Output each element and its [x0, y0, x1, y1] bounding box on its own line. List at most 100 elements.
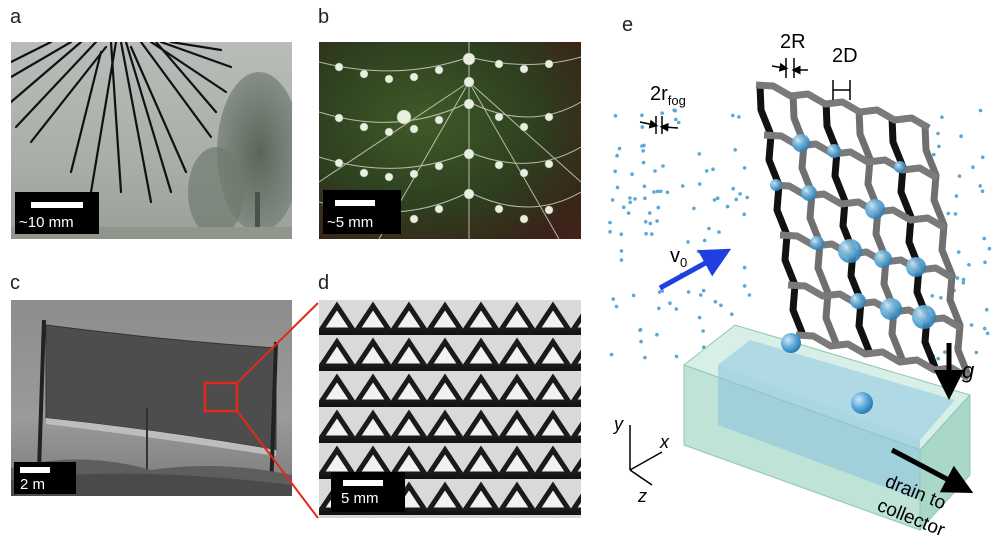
coordinate-axes: [629, 425, 663, 486]
fog-droplet: [742, 284, 747, 288]
fog-droplet: [644, 231, 648, 236]
fog-droplet: [655, 219, 659, 223]
fog-droplet: [660, 111, 664, 115]
fog-droplet: [655, 332, 659, 337]
fog-droplet: [655, 189, 660, 194]
fog-droplet: [987, 246, 992, 251]
fog-droplet: [686, 290, 691, 294]
mesh-wire-horizontal: [779, 231, 955, 282]
fog-droplet: [717, 230, 721, 234]
label-2rfog-sub: fog: [668, 93, 686, 108]
fog-droplet: [617, 146, 622, 151]
captured-droplet: [850, 293, 866, 309]
velocity-arrow: [658, 248, 732, 291]
panel-b-letter: b: [318, 6, 330, 28]
fog-droplet: [980, 155, 985, 160]
axis-y-label: y: [612, 414, 624, 434]
fog-droplet: [699, 293, 703, 297]
fog-droplet: [940, 115, 944, 119]
panel-e-letter: e: [622, 14, 634, 36]
fog-droplet: [680, 184, 685, 188]
falling-droplet: [851, 392, 873, 414]
fog-droplet: [657, 306, 661, 311]
fog-droplet: [661, 164, 665, 168]
label-g: g: [962, 358, 975, 383]
fog-droplet: [642, 184, 647, 189]
fog-droplet: [707, 226, 711, 231]
scale-bar-a: ~10 mm: [15, 192, 99, 234]
mesh-schematic: [755, 81, 972, 382]
fog-droplet: [631, 293, 636, 298]
fog-droplet: [978, 184, 982, 188]
label-2rfog: 2rfog: [650, 83, 686, 108]
fog-droplet: [660, 289, 665, 293]
fog-droplet: [639, 339, 643, 344]
fog-droplet: [643, 196, 647, 200]
fog-droplet: [608, 220, 612, 225]
fog-droplet: [959, 134, 963, 138]
captured-droplet: [801, 185, 817, 201]
fog-droplet: [939, 296, 943, 300]
captured-droplet: [880, 298, 902, 320]
fog-droplet: [971, 165, 975, 169]
fog-droplet: [978, 108, 983, 113]
fog-droplet: [701, 288, 706, 293]
fog-droplet: [953, 212, 958, 216]
fog-net-illustration: [11, 319, 292, 496]
scale-bar-d-label: 5 mm: [341, 490, 379, 507]
mesh-wire-vertical: [921, 124, 972, 377]
drain-arrow: [890, 447, 974, 494]
fog-droplet: [630, 172, 634, 176]
captured-droplet: [792, 134, 810, 152]
pine-needles-illustration: [11, 42, 292, 239]
dimension-2rfog: [639, 116, 679, 134]
mesh-wire-horizontal: [755, 81, 931, 132]
scale-bar-c-line: [20, 467, 50, 473]
fog-droplet: [696, 249, 701, 254]
fog-droplet: [613, 169, 617, 174]
fog-droplet: [737, 115, 741, 119]
fog-droplet: [650, 232, 654, 236]
fog-droplet: [628, 196, 632, 200]
fog-droplet: [628, 200, 632, 205]
fog-droplet: [702, 345, 706, 350]
fog-droplet: [643, 220, 648, 224]
mesh-wire-horizontal: [763, 131, 939, 182]
label-v0-main: v: [670, 245, 680, 267]
fog-droplet: [982, 236, 986, 241]
fog-droplet: [946, 211, 951, 216]
captured-droplet: [874, 250, 892, 268]
scale-bar-c: 2 m: [14, 462, 76, 494]
fog-droplet: [610, 198, 615, 202]
fog-droplet: [974, 350, 979, 355]
fog-droplet: [967, 263, 971, 267]
fog-droplet: [701, 329, 705, 333]
falling-droplet: [781, 333, 801, 353]
fog-droplet: [731, 113, 735, 118]
panel-a-letter: a: [10, 6, 22, 28]
fog-droplet: [745, 195, 749, 200]
fog-droplet: [674, 117, 678, 122]
captured-droplet: [894, 161, 906, 173]
scale-bar-a-label: ~10 mm: [19, 214, 74, 231]
fog-droplet: [937, 144, 941, 149]
dimension-2R: [771, 58, 808, 78]
fog-droplet: [943, 350, 947, 354]
fog-droplet: [658, 189, 663, 194]
fog-droplet: [733, 148, 737, 152]
fog-droplet: [665, 190, 670, 195]
panel-c-letter: c: [10, 272, 20, 294]
fog-droplet: [969, 323, 974, 327]
fog-droplet: [719, 303, 723, 308]
fog-droplet: [697, 315, 702, 320]
fog-droplet: [640, 144, 644, 148]
fog-droplet: [668, 301, 672, 306]
fog-droplet: [657, 290, 662, 294]
captured-droplet: [770, 179, 782, 191]
fog-droplet: [698, 182, 702, 186]
fog-droplet: [656, 205, 661, 210]
scale-bar-b-label: ~5 mm: [327, 214, 374, 231]
label-2rfog-main: 2r: [650, 83, 668, 105]
fog-droplet: [954, 194, 959, 198]
